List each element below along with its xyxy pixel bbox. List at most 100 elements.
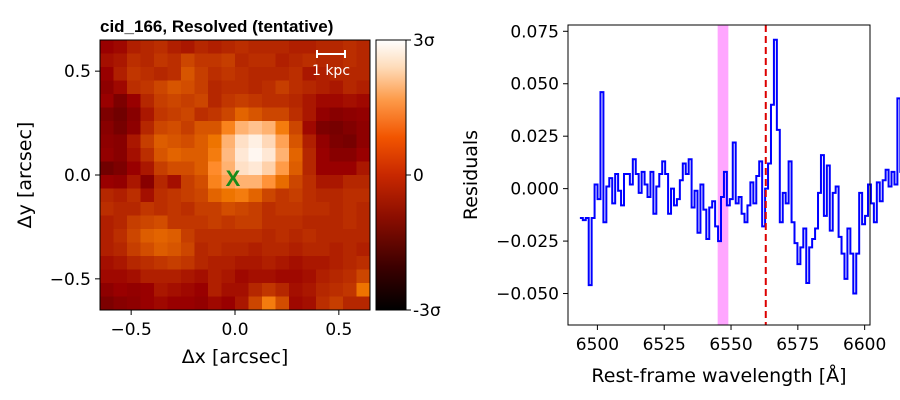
map-pixel	[127, 67, 141, 81]
map-pixel	[302, 67, 317, 81]
map-pixel	[100, 229, 114, 243]
map-pixel	[167, 40, 182, 54]
map-pixel	[275, 148, 290, 162]
map-pixel	[127, 94, 141, 108]
map-pixel	[302, 121, 317, 135]
map-pixel	[154, 202, 168, 216]
map-pixel	[167, 256, 182, 270]
map-pixel	[275, 80, 290, 95]
map-pixel	[262, 188, 276, 203]
map-pixel	[113, 242, 128, 257]
x-tick-label: 6500	[576, 335, 619, 355]
map-title: cid_166, Resolved (tentative)	[100, 17, 333, 36]
map-pixel	[167, 296, 182, 311]
map-pixel	[194, 80, 209, 95]
map-pixel	[302, 161, 317, 176]
map-pixel	[208, 229, 222, 243]
map-pixel	[248, 242, 263, 257]
map-pixel	[275, 269, 290, 284]
map-pixel	[329, 283, 344, 297]
map-pixel	[140, 67, 155, 81]
map-pixel	[194, 202, 209, 216]
map-pixel	[275, 202, 290, 216]
colorbar: 3σ 0 -3σ	[375, 31, 441, 321]
map-pixel	[356, 283, 371, 297]
map-pixel	[356, 202, 371, 216]
map-pixel	[343, 80, 357, 95]
map-pixel	[356, 148, 371, 162]
map-pixel	[140, 53, 155, 68]
map-pixel	[343, 94, 357, 108]
map-pixel	[329, 121, 344, 135]
map-pixel	[262, 269, 276, 284]
map-pixel	[140, 121, 155, 135]
map-pixel	[194, 188, 209, 203]
map-pixel	[100, 283, 114, 297]
y-tick-label: 0.075	[510, 22, 559, 42]
map-pixel	[100, 256, 114, 270]
map-pixel	[154, 94, 168, 108]
map-pixel	[181, 256, 195, 270]
map-pixel	[113, 161, 128, 176]
map-pixel	[221, 242, 236, 257]
map-pixel	[221, 40, 236, 54]
map-pixel	[154, 229, 168, 243]
map-pixel	[302, 242, 317, 257]
map-pixel	[343, 67, 357, 81]
map-pixel	[100, 175, 114, 189]
map-pixel	[140, 40, 155, 54]
map-pixel	[221, 134, 236, 149]
map-pixel	[275, 67, 290, 81]
map-x-axis-label: Δx [arcsec]	[182, 346, 289, 368]
map-pixel	[343, 161, 357, 176]
map-pixel	[316, 40, 330, 54]
map-y-axis-label: Δy [arcsec]	[14, 122, 36, 229]
map-pixel	[194, 242, 209, 257]
map-pixel	[113, 269, 128, 284]
map-pixel	[181, 40, 195, 54]
map-pixel	[289, 94, 303, 108]
map-pixel	[316, 94, 330, 108]
map-pixel	[113, 215, 128, 230]
x-tick-label: 6525	[643, 335, 686, 355]
x-tick-label: 6600	[843, 335, 886, 355]
map-pixel	[343, 121, 357, 135]
map-pixel	[235, 94, 249, 108]
map-pixel	[167, 188, 182, 203]
y-tick-label: 0.0	[64, 166, 91, 186]
map-pixel	[262, 121, 276, 135]
map-pixel	[235, 296, 249, 311]
residual-line	[579, 38, 900, 295]
map-pixel	[140, 148, 155, 162]
map-pixel	[275, 283, 290, 297]
map-pixel	[248, 94, 263, 108]
map-pixel	[235, 256, 249, 270]
map-pixel	[248, 134, 263, 149]
map-pixel	[316, 269, 330, 284]
map-pixel	[248, 40, 263, 54]
map-pixel	[248, 148, 263, 162]
map-pixel	[208, 40, 222, 54]
x-tick-label: 0.5	[325, 320, 352, 340]
map-pixel	[289, 107, 303, 122]
map-pixel	[208, 107, 222, 122]
map-pixel	[356, 107, 371, 122]
map-pixel	[289, 121, 303, 135]
map-pixel-grid	[100, 40, 371, 311]
map-pixel	[248, 256, 263, 270]
map-pixel	[356, 296, 371, 311]
map-pixel	[221, 202, 236, 216]
map-pixel	[154, 269, 168, 284]
map-pixel	[140, 107, 155, 122]
map-pixel	[100, 94, 114, 108]
map-pixel	[140, 134, 155, 149]
map-pixel	[181, 283, 195, 297]
map-pixel	[194, 40, 209, 54]
map-pixel	[181, 202, 195, 216]
map-pixel	[167, 148, 182, 162]
map-pixel	[100, 121, 114, 135]
map-pixel	[316, 161, 330, 176]
map-pixel	[302, 134, 317, 149]
map-pixel	[289, 148, 303, 162]
map-pixel	[140, 94, 155, 108]
